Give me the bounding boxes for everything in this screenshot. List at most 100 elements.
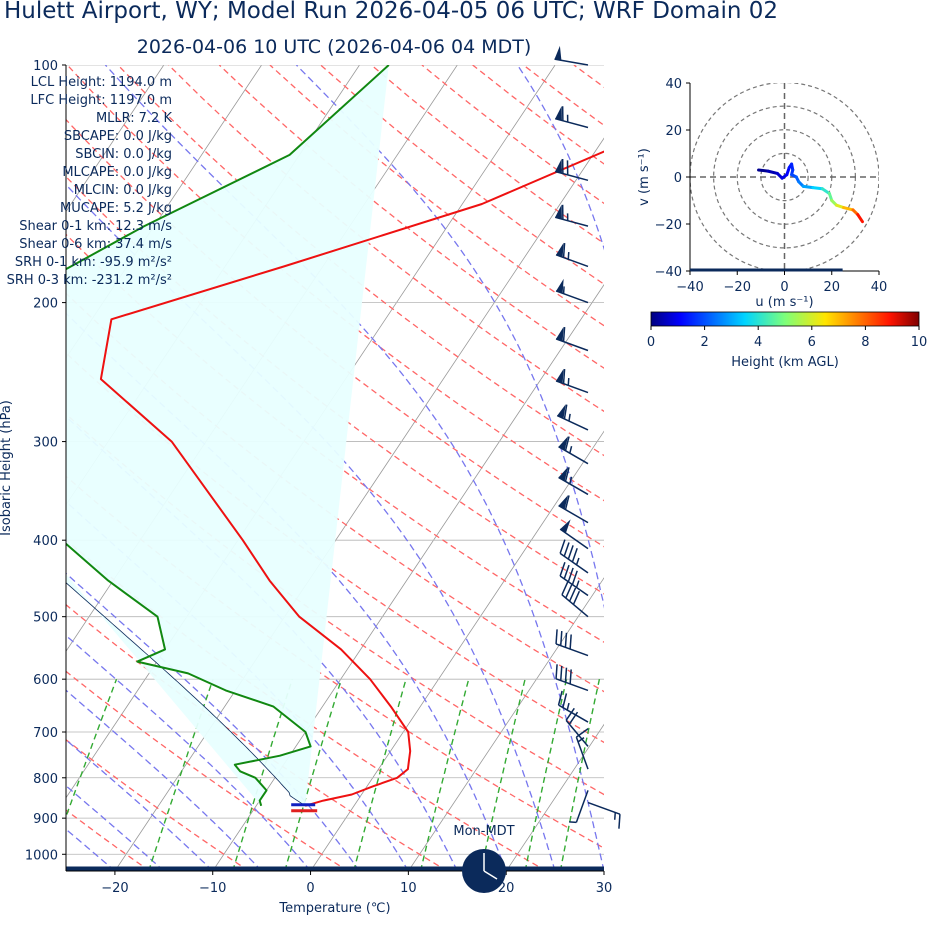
hodograph: −40−40 −20 −20 0 0 20 20 40 40 u (m s⁻¹) v (m s⁻¹) xyxy=(637,77,887,310)
barb-flag xyxy=(555,105,562,121)
mixing-ratio-line xyxy=(419,679,470,871)
barb-flag xyxy=(557,404,566,419)
index-label: SRH 0-3 km: xyxy=(7,273,88,288)
barb-full xyxy=(562,693,568,708)
barb-full xyxy=(563,404,568,420)
barb-flag xyxy=(555,158,562,174)
index-value: 37.4 m/s xyxy=(115,237,172,252)
barb-staff xyxy=(587,801,621,815)
hodograph-segment xyxy=(801,184,815,190)
local-time-clock: Mon-MDT xyxy=(453,824,515,893)
index-value: 12.3 m/s xyxy=(115,219,172,234)
barb-full xyxy=(569,669,572,684)
index-row: MLLR: 7.2 K xyxy=(96,111,173,126)
barb-full xyxy=(567,567,574,582)
y-tick-label: 1000 xyxy=(25,848,58,863)
index-label: MLCIN: xyxy=(74,183,119,198)
index-row: SBCAPE: 0.0 J/kg xyxy=(64,129,172,144)
barb-full xyxy=(560,631,563,646)
y-tick-label: 200 xyxy=(33,297,58,312)
wind-barb xyxy=(554,158,589,182)
wind-barb xyxy=(561,581,589,618)
barb-flag xyxy=(554,45,562,61)
barb-half xyxy=(575,580,580,588)
index-value: 1194.0 m xyxy=(110,75,172,90)
index-value: -231.2 m²/s² xyxy=(92,273,172,288)
isotherm-line xyxy=(66,65,165,213)
chart-title: Hulett Airport, WY; Model Run 2026-04-05… xyxy=(4,0,779,24)
wind-barb xyxy=(559,561,589,597)
wind-barb xyxy=(555,664,589,692)
barb-staff xyxy=(554,58,589,66)
index-label: SBCAPE: xyxy=(64,129,119,144)
skew-t-profiles xyxy=(66,65,604,871)
barb-staff xyxy=(554,216,589,227)
barb-half xyxy=(575,557,580,566)
index-row: SBCIN: 0.0 J/kg xyxy=(75,147,172,162)
barb-staff xyxy=(558,446,589,465)
barb-full xyxy=(571,570,578,585)
colorbar-tick-label: 10 xyxy=(911,335,928,350)
index-row: MLCIN: 0.0 J/kg xyxy=(74,183,172,198)
wind-barb xyxy=(556,404,589,431)
index-value: 0.0 J/kg xyxy=(123,147,172,162)
index-label: SBCIN: xyxy=(75,147,119,162)
barb-full xyxy=(559,561,566,577)
skew-t-axes: 100 200 300 400 500 600 700 800 900 1000 −20 −10 0 10… xyxy=(0,59,612,916)
wind-barb xyxy=(559,539,589,574)
x-tick-label: −20 xyxy=(101,881,128,896)
wind-barb xyxy=(559,519,589,550)
dry-adiabat-line xyxy=(66,670,349,871)
hodograph-y-title: v (m s⁻¹) xyxy=(637,148,652,206)
index-label: MLLR: xyxy=(96,111,135,126)
colorbar-tick-label: 0 xyxy=(647,335,655,350)
colorbar-tick-label: 2 xyxy=(700,335,708,350)
index-value: 0.0 J/kg xyxy=(123,183,172,198)
barb-staff xyxy=(555,643,589,657)
y-tick-label: 400 xyxy=(33,534,58,549)
wind-barb xyxy=(575,728,589,770)
wind-barbs xyxy=(554,45,621,829)
barb-staff xyxy=(561,594,589,618)
hodograph-segment xyxy=(842,206,855,212)
barb-flag xyxy=(556,326,564,342)
barb-half xyxy=(562,286,565,294)
barb-full xyxy=(569,634,572,650)
index-value: -95.9 m²/s² xyxy=(100,255,172,270)
barb-full xyxy=(564,436,570,451)
barb-half xyxy=(577,736,585,743)
barb-full xyxy=(564,467,570,482)
y-tick-label: 700 xyxy=(33,726,58,741)
wind-barb xyxy=(555,326,589,352)
index-value: 0.0 J/kg xyxy=(123,129,172,144)
index-row: LCL Height: 1194.0 m xyxy=(31,75,172,90)
index-value: 0.0 J/kg xyxy=(123,165,172,180)
index-row: SRH 0-1 km: -95.9 m²/s² xyxy=(15,255,172,270)
barb-staff xyxy=(559,575,589,597)
hodograph-x-tick-label: 0 xyxy=(780,280,788,295)
y-tick-label: 500 xyxy=(33,611,58,626)
clock-label: Mon-MDT xyxy=(453,824,514,839)
barb-flag xyxy=(555,204,562,220)
wind-barb xyxy=(555,242,589,268)
y-tick-label: 900 xyxy=(33,812,58,827)
x-tick-label: 30 xyxy=(596,881,613,896)
index-row: SRH 0-3 km: -231.2 m²/s² xyxy=(7,273,172,288)
x-tick-label: −10 xyxy=(199,881,226,896)
barb-full xyxy=(575,728,589,738)
hodograph-y-tick-label: 0 xyxy=(674,171,682,186)
isotherm-line xyxy=(310,430,604,871)
barb-staff xyxy=(555,380,589,394)
isotherm-line xyxy=(702,65,928,871)
dry-adiabat-line xyxy=(573,65,604,88)
y-axis-title: Isobaric Height (hPa) xyxy=(0,400,14,536)
barb-flag xyxy=(556,242,564,258)
wind-barb xyxy=(555,368,589,394)
height-colorbar: 0 2 4 6 8 10 Height (km AGL) xyxy=(647,311,928,370)
moist-adiabat-line xyxy=(66,415,458,871)
dry-adiabat-line xyxy=(66,809,151,871)
isotherm-line xyxy=(603,870,604,871)
index-label: LFC Height: xyxy=(30,93,105,108)
y-tick-label: 600 xyxy=(33,673,58,688)
hodograph-x-title: u (m s⁻¹) xyxy=(755,295,813,310)
